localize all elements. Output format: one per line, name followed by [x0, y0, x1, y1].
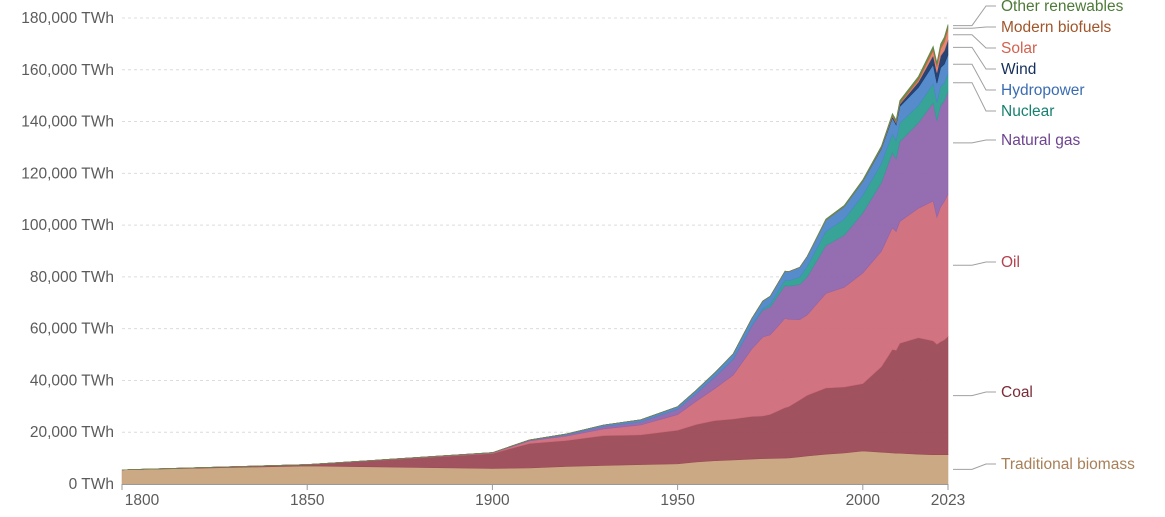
legend-label-wind[interactable]: Wind — [1001, 61, 1036, 78]
legend-connector — [953, 463, 996, 470]
y-tick-label: 0 TWh — [69, 476, 114, 493]
legend-connector — [953, 82, 996, 112]
legend-label-modern-biofuels[interactable]: Modern biofuels — [1001, 19, 1112, 36]
legend-label-hydropower[interactable]: Hydropower — [1001, 82, 1085, 99]
y-tick-label: 40,000 TWh — [30, 372, 114, 389]
legend-label-nuclear[interactable]: Nuclear — [1001, 103, 1054, 120]
x-tick-label: 1850 — [290, 492, 325, 509]
legend-connector — [953, 5, 996, 27]
x-tick-label: 2023 — [931, 492, 965, 509]
y-tick-label: 20,000 TWh — [30, 424, 114, 441]
y-tick-label: 180,000 TWh — [21, 10, 114, 27]
y-tick-label: 160,000 TWh — [21, 62, 114, 79]
x-tick-label: 1800 — [125, 492, 160, 509]
x-tick-label: 2000 — [846, 492, 881, 509]
area-other-renewables[interactable] — [121, 24, 949, 471]
legend-connector — [953, 139, 996, 144]
legend-connector — [953, 34, 996, 49]
legend-connector — [953, 26, 996, 29]
y-tick-label: 120,000 TWh — [21, 165, 114, 182]
legend: Traditional biomass Coal Oil Natural gas Nuc… — [953, 0, 1135, 473]
y-tick-label: 80,000 TWh — [30, 269, 114, 286]
x-tick-label: 1950 — [660, 492, 695, 509]
legend-connector — [953, 261, 996, 266]
legend-label-oil[interactable]: Oil — [1001, 254, 1020, 271]
y-tick-label: 60,000 TWh — [30, 321, 114, 338]
legend-connector — [953, 46, 996, 70]
legend-label-other-renewables[interactable]: Other renewables — [1001, 0, 1124, 15]
y-tick-label: 100,000 TWh — [21, 217, 114, 234]
legend-label-solar[interactable]: Solar — [1001, 40, 1037, 57]
x-tick-label: 1900 — [475, 492, 510, 509]
y-tick-label: 140,000 TWh — [21, 114, 114, 131]
x-axis: 1800 1850 1900 1950 2000 2023 — [121, 484, 965, 509]
legend-connector — [953, 63, 996, 91]
legend-label-natural-gas[interactable]: Natural gas — [1001, 132, 1081, 149]
legend-label-coal[interactable]: Coal — [1001, 384, 1033, 401]
y-axis-tick-labels: 0 TWh 20,000 TWh 40,000 TWh 60,000 TWh 80,00… — [21, 10, 114, 493]
legend-connector — [953, 391, 996, 397]
series-areas — [121, 24, 949, 485]
legend-label-traditional-biomass[interactable]: Traditional biomass — [1001, 456, 1135, 473]
